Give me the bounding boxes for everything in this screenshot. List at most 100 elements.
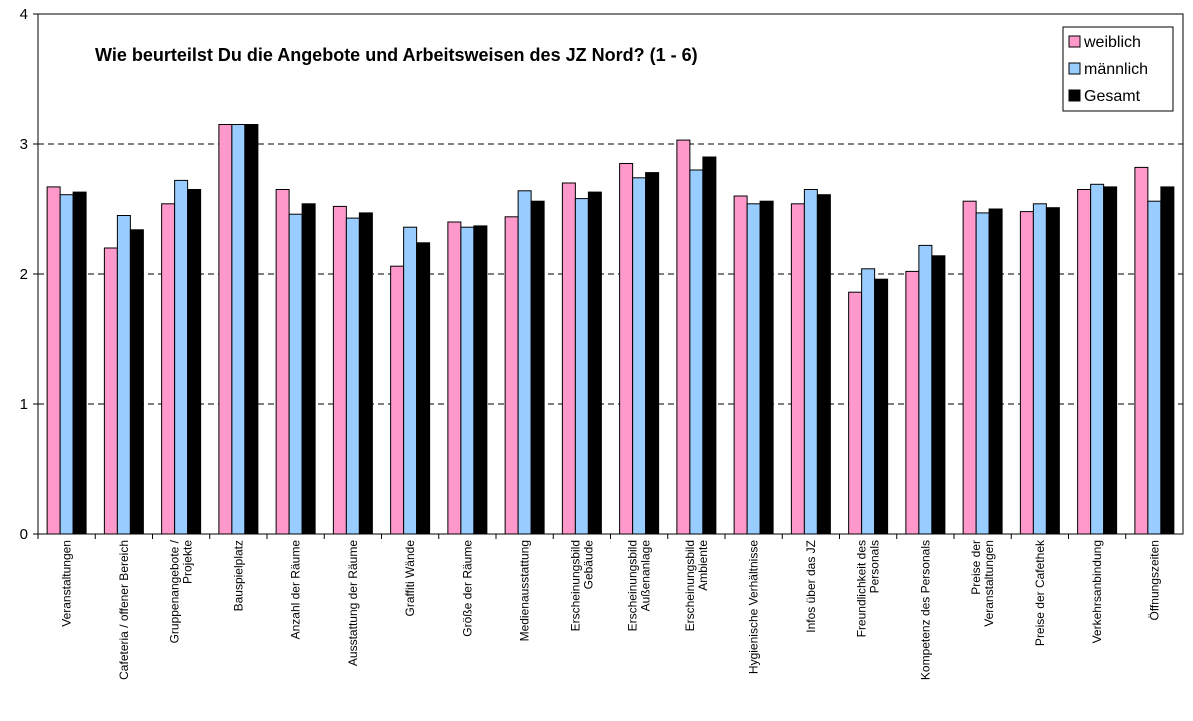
bar <box>447 221 462 535</box>
bar <box>231 124 246 535</box>
bar <box>473 225 488 535</box>
legend-swatch <box>1068 35 1081 48</box>
bar <box>1147 200 1162 535</box>
bar <box>848 291 863 535</box>
x-tick-label: Preise der Cafethek <box>1033 539 1047 646</box>
x-tick-label: Medienausstattung <box>518 540 532 641</box>
x-tick-label: Veranstaltungen <box>60 540 74 627</box>
bar <box>790 203 805 535</box>
bar <box>962 200 977 535</box>
bar <box>574 198 589 535</box>
bar <box>517 190 532 535</box>
x-tick-label: Gebäude <box>581 540 595 590</box>
bar <box>358 212 373 535</box>
bar <box>116 215 131 535</box>
x-tick-label: Kompetenz des Personals <box>918 540 932 680</box>
bar <box>676 139 691 535</box>
x-tick-label: Erscheinungsbild <box>683 540 697 631</box>
bar <box>632 177 647 535</box>
x-tick-label: Hygienische Verhältnisse <box>747 540 761 674</box>
bar <box>103 247 118 535</box>
bar <box>161 203 176 535</box>
legend-label: männlich <box>1084 61 1148 78</box>
bar <box>689 169 704 535</box>
bar <box>345 217 360 535</box>
bar <box>1090 183 1105 535</box>
bar <box>619 163 634 535</box>
bar <box>390 265 405 535</box>
bar <box>301 203 316 535</box>
bar <box>816 194 831 535</box>
y-tick-label: 3 <box>20 136 28 153</box>
x-tick-label: Verkehrsanbindung <box>1090 540 1104 643</box>
bar <box>803 189 818 535</box>
x-tick-label: Projekte <box>181 540 195 584</box>
bar <box>759 200 774 535</box>
bar <box>975 212 990 535</box>
x-tick-label: Veranstaltungen <box>982 540 996 627</box>
x-tick-label: Öffnungszeiten <box>1147 540 1161 621</box>
bar <box>1077 189 1092 535</box>
bar <box>931 255 946 535</box>
bar <box>988 208 1003 535</box>
legend-box <box>1062 26 1174 112</box>
bar <box>59 194 74 535</box>
legend-swatch <box>1068 89 1081 102</box>
bar <box>874 278 889 535</box>
x-tick-label: Preise der <box>969 540 983 595</box>
bar <box>288 213 303 535</box>
bar <box>46 186 61 535</box>
bar <box>530 200 545 535</box>
legend-label: Gesamt <box>1084 88 1141 105</box>
x-tick-label: Bauspielplatz <box>231 540 245 611</box>
x-tick-label: Gruppenangebote / <box>168 539 182 643</box>
bar <box>72 191 87 535</box>
bar <box>733 195 748 535</box>
x-tick-label: Cafeteria / offener Bereich <box>117 540 131 680</box>
y-tick-label: 0 <box>20 526 28 543</box>
x-tick-label: Anzahl der Räume <box>289 540 303 640</box>
x-tick-label: Außenanlage <box>639 540 653 612</box>
bar <box>218 124 233 535</box>
bar <box>460 226 475 535</box>
x-tick-label: Graffiti Wände <box>403 540 417 617</box>
bar <box>905 270 920 535</box>
bar <box>1032 203 1047 535</box>
bar <box>1160 186 1175 535</box>
bar <box>174 179 189 535</box>
legend-label: weiblich <box>1083 34 1141 51</box>
x-tick-label: Freundlichkeit des <box>855 540 869 637</box>
bar <box>416 242 431 535</box>
bar <box>645 172 660 535</box>
bar <box>244 124 259 535</box>
x-tick-label: Ambiente <box>696 540 710 591</box>
bar <box>403 226 418 535</box>
bar <box>746 203 761 535</box>
x-tick-label: Infos über das JZ <box>804 540 818 633</box>
bar <box>504 216 519 535</box>
chart-title: Wie beurteilst Du die Angebote und Arbei… <box>95 45 698 65</box>
bar <box>861 268 876 535</box>
bar <box>918 244 933 535</box>
x-tick-label: Größe der Räume <box>460 540 474 637</box>
bar <box>561 182 576 535</box>
bar <box>587 191 602 535</box>
bar <box>1045 207 1060 535</box>
bar <box>702 156 717 535</box>
bar <box>187 189 202 535</box>
bar <box>1103 186 1118 535</box>
bar <box>1019 211 1034 535</box>
bar <box>275 189 290 535</box>
bar <box>332 205 347 535</box>
legend-swatch <box>1068 62 1081 75</box>
x-tick-label: Erscheinungsbild <box>568 540 582 631</box>
x-tick-label: Personals <box>868 540 882 593</box>
y-tick-label: 4 <box>20 6 28 23</box>
y-tick-label: 1 <box>20 396 28 413</box>
y-tick-label: 2 <box>20 266 28 283</box>
bar <box>129 229 144 535</box>
bar <box>1134 166 1149 535</box>
x-tick-label: Erscheinungsbild <box>626 540 640 631</box>
x-tick-label: Ausstattung der Räume <box>346 540 360 666</box>
